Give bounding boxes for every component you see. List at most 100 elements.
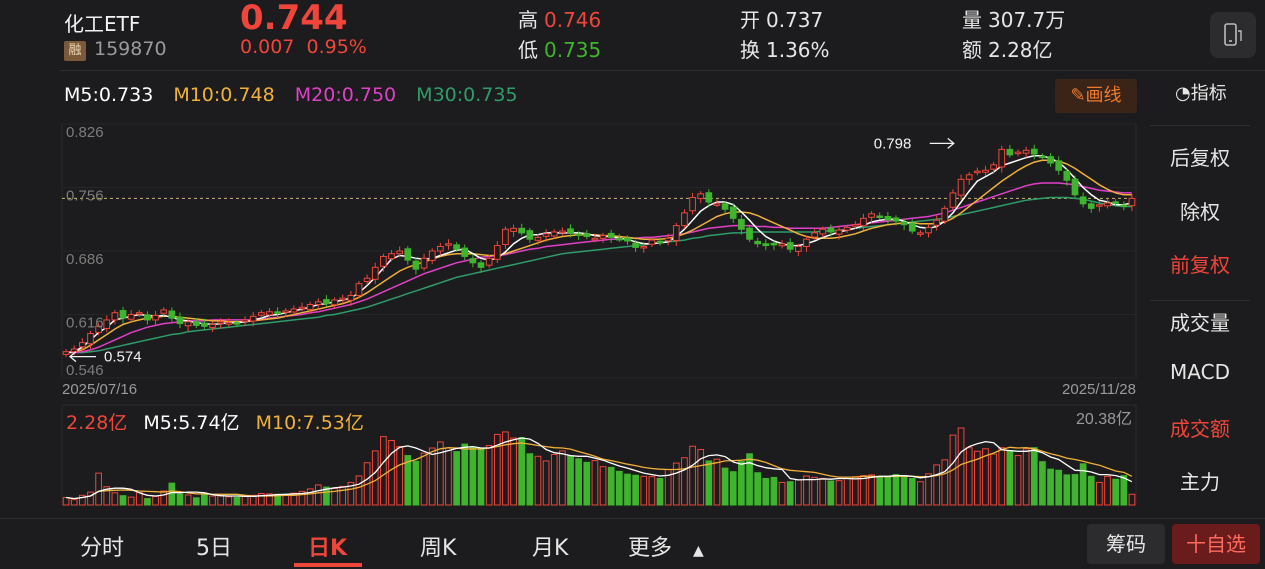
candle-up [95, 325, 102, 333]
candle-down [624, 237, 631, 242]
volume-bar [892, 474, 900, 506]
volume-bar [135, 491, 143, 506]
volume-bars [62, 427, 1136, 506]
candle-up [1014, 151, 1022, 155]
gauge-icon: ◔ [1175, 83, 1191, 104]
candle-down [1030, 148, 1038, 155]
volume-bar [339, 485, 347, 506]
candle-down [827, 227, 835, 233]
volume-bar [396, 446, 404, 506]
volume-bar [192, 497, 200, 506]
volume-bar [851, 476, 859, 506]
candle-down [1039, 155, 1046, 159]
candle-down [176, 316, 184, 325]
candle-down [900, 221, 908, 226]
left-arrow-icon [68, 351, 96, 363]
volume-bar [876, 475, 884, 506]
tab-monthly-k[interactable]: 月K [532, 536, 569, 561]
volume-bar [502, 431, 509, 506]
volume-bar [648, 476, 656, 506]
candle-up [1096, 204, 1103, 207]
add-watchlist-button[interactable]: 十自选 [1172, 524, 1260, 564]
volume-bar [233, 496, 241, 506]
change-percent: 0.95% [306, 36, 367, 58]
amount-today: 2.28亿 [66, 412, 128, 434]
tab-daily-k[interactable]: 日K [308, 536, 348, 561]
volume-bar [331, 488, 338, 506]
y-tick-label: 0.686 [66, 251, 104, 268]
candle-up [819, 228, 827, 235]
candle-up [363, 277, 371, 282]
candle-down [477, 262, 485, 268]
volume-bar [485, 445, 493, 506]
volume-bar [591, 460, 599, 506]
candle-down [729, 206, 737, 219]
sidebar-item-macd[interactable]: MACD [1170, 360, 1230, 384]
volume-bar [990, 453, 997, 506]
volume-bar [534, 455, 542, 506]
volume-bar [1063, 474, 1071, 506]
sidebar-item-volume[interactable]: 成交量 [1170, 311, 1230, 335]
tab-weekly-k[interactable]: 周K [420, 536, 457, 561]
volume-bar [78, 494, 86, 506]
sidebar-item-chuquan[interactable]: 除权 [1180, 200, 1220, 224]
candle-up [371, 266, 379, 280]
ma-legend: M5:0.733 M10:0.748 M20:0.750 M30:0.735 [64, 84, 532, 106]
candle-up [103, 319, 111, 329]
tabs-divider [0, 518, 1265, 519]
candle-up [851, 224, 859, 227]
volume-bar [689, 445, 696, 506]
sidebar-item-hou-fuquan[interactable]: 后复权 [1170, 146, 1230, 170]
tab-more[interactable]: 更多 ▲ [628, 530, 704, 562]
amount-m5: M5:5.74亿 [143, 412, 240, 434]
candle-up [835, 229, 843, 235]
candle-up [1128, 197, 1136, 207]
candle-up [290, 308, 298, 313]
candle-up [127, 314, 135, 320]
volume-bar [778, 481, 786, 506]
candle-up [282, 310, 290, 313]
candle-up [380, 255, 387, 267]
candle-up [559, 230, 566, 234]
change-value: 0.007 [240, 36, 295, 58]
tab-fenshi[interactable]: 分时 [80, 536, 125, 561]
volume-bar [249, 494, 257, 506]
volume-bar [1087, 475, 1095, 506]
sidebar-item-amount[interactable]: 成交额 [1170, 417, 1230, 441]
indicator-button[interactable]: ◔指标 [1175, 79, 1227, 105]
draw-line-button[interactable]: ✎画线 [1055, 79, 1137, 113]
chip-distribution-button[interactable]: 筹码 [1087, 524, 1165, 564]
candle-down [412, 260, 420, 270]
turnover-value: 1.36% [766, 38, 830, 62]
stat-amount: 额 2.28亿 [962, 34, 1053, 63]
sidebar-item-main-force[interactable]: 主力 [1180, 470, 1220, 494]
volume-bar [1055, 469, 1063, 506]
kline-chart[interactable]: 0.826 0.756 0.686 0.616 0.546 0.798 0.574 2025/… [0, 0, 1150, 520]
candle-down [607, 232, 615, 238]
candle-up [217, 321, 225, 324]
candle-up [266, 311, 273, 316]
candle-up [87, 333, 94, 345]
sidebar-item-qian-fuquan[interactable]: 前复权 [1170, 253, 1230, 277]
volume-bar [729, 471, 737, 506]
candle-down [721, 203, 729, 210]
candle-up [681, 212, 688, 227]
landscape-toggle-button[interactable] [1210, 12, 1256, 58]
tab-5day[interactable]: 5日 [196, 536, 232, 561]
candle-up [502, 228, 509, 245]
candle-up [843, 226, 851, 231]
right-arrow-icon [929, 137, 955, 149]
candle-up [298, 306, 306, 310]
candle-up [534, 236, 542, 241]
volume-bar [1022, 448, 1030, 506]
volume-bar [119, 495, 127, 506]
candle-down [876, 215, 884, 218]
candle-up [542, 233, 550, 237]
candle-up [1104, 202, 1111, 207]
candle-down [746, 227, 753, 240]
volume-bar [786, 481, 794, 506]
pencil-icon: ✎ [1070, 85, 1086, 106]
candle-up [249, 315, 257, 322]
chart-labels: 0.826 0.756 0.686 0.616 0.546 0.798 0.574 2025/… [62, 124, 1136, 428]
volume-bar [770, 476, 778, 506]
